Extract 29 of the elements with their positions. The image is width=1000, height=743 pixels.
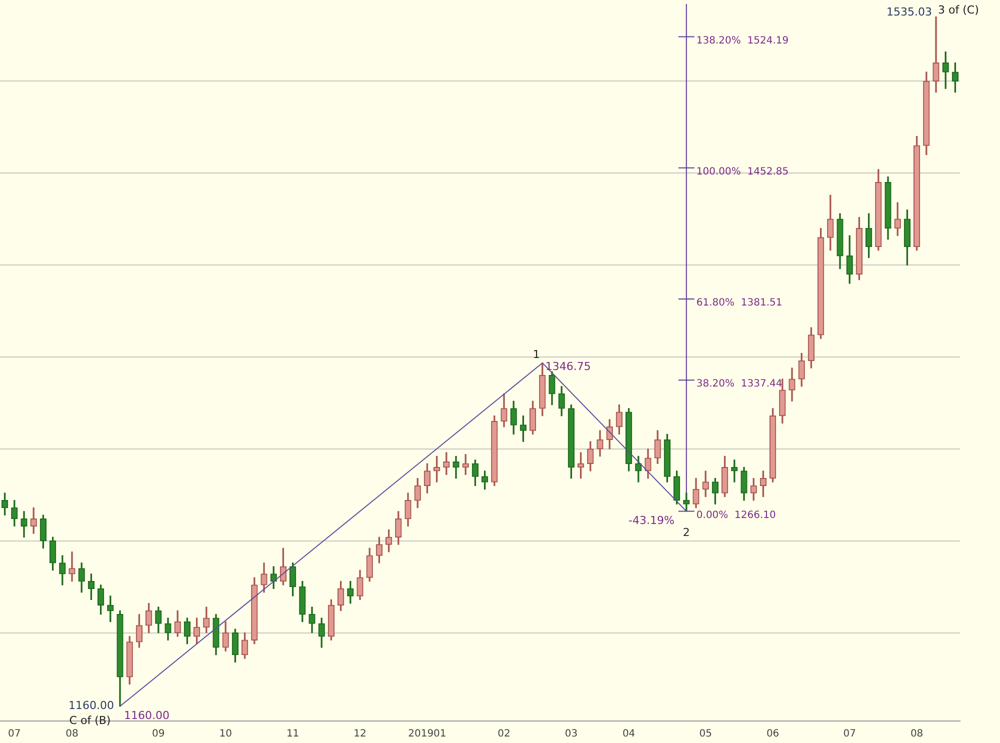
x-tick-label: 08 xyxy=(66,728,78,740)
x-tick-label: 04 xyxy=(622,728,636,740)
x-tick-label: 07 xyxy=(843,728,856,740)
ref-line-label: 100.00% 1452.85 xyxy=(696,166,789,178)
annotation: 1346.75 xyxy=(545,360,591,373)
annotation: 1 xyxy=(532,348,540,361)
x-tick-label: 09 xyxy=(152,728,165,740)
annotation: C of (B) xyxy=(69,714,111,728)
candlestick xyxy=(68,552,76,582)
annotation: 1535.03 xyxy=(886,6,932,19)
x-tick-label: 12 xyxy=(354,728,366,740)
annotation: 1160.00 xyxy=(124,709,170,722)
ref-line-label: 0.00% 1266.10 xyxy=(696,510,776,521)
annotation: 1160.00 xyxy=(68,699,114,712)
annotation: 2 xyxy=(682,526,690,540)
x-tick-label: 02 xyxy=(498,728,510,740)
x-tick-label: 06 xyxy=(766,728,780,740)
x-tick-label: 07 xyxy=(8,728,21,740)
x-tick-label: 11 xyxy=(286,728,300,740)
x-tick-label: 05 xyxy=(699,728,712,740)
x-tick-label: 03 xyxy=(564,728,578,740)
ref-line-label: 61.80% 1381.51 xyxy=(696,298,782,309)
ref-line-label: 138.20% 1524.19 xyxy=(696,35,789,46)
candlestick xyxy=(932,16,940,93)
x-tick-label: 08 xyxy=(910,728,924,740)
annotation: -43.19% xyxy=(628,514,674,528)
x-tick-label: 201901 xyxy=(408,728,446,740)
x-tick-label: 10 xyxy=(219,728,232,740)
annotation: 3 of (C) xyxy=(938,4,979,17)
